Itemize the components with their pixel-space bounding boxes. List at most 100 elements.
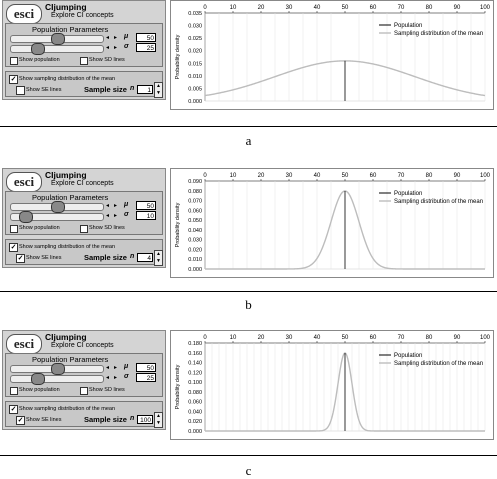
mu-slider[interactable]: [10, 363, 104, 375]
show-sd-lines-checkbox[interactable]: [80, 225, 88, 233]
legend-population-label: Population: [394, 191, 422, 197]
x-tick-label: 70: [398, 5, 405, 11]
y-tick-label: 0.080: [188, 189, 202, 195]
n-symbol: n: [130, 85, 135, 92]
sample-size-spinner[interactable]: ▲ ▼: [154, 250, 163, 266]
control-panel: esci CIjumping Explore CI concepts Populati…: [2, 168, 166, 268]
mu-value-field[interactable]: 50: [136, 363, 156, 372]
sigma-value-field[interactable]: 10: [136, 211, 156, 220]
y-tick-label: 0.060: [188, 400, 202, 406]
sigma-slider[interactable]: [10, 211, 104, 223]
right-arrow-icon[interactable]: ▸: [114, 45, 118, 51]
sample-size-field[interactable]: 1: [137, 85, 153, 94]
sampling-options-group: ✓ Show sampling distribution of the mean S…: [5, 71, 163, 98]
sample-size-label: Sample size: [84, 85, 127, 94]
y-tick-label: 0.005: [188, 86, 202, 92]
left-arrow-icon[interactable]: ◂: [106, 35, 110, 41]
left-arrow-icon[interactable]: ◂: [106, 213, 110, 219]
x-tick-label: 10: [230, 335, 237, 341]
show-se-lines-checkbox[interactable]: ✓: [16, 254, 25, 263]
sampling-options-group: ✓ Show sampling distribution of the mean ✓…: [5, 401, 163, 428]
sample-size-spinner[interactable]: ▲ ▼: [154, 412, 163, 428]
show-se-lines-label: Show SE lines: [26, 255, 62, 261]
y-tick-label: 0.030: [188, 238, 202, 244]
spin-up-icon[interactable]: ▲: [156, 83, 161, 89]
show-sampling-label: Show sampling distribution of the mean: [19, 406, 115, 412]
show-sd-lines-checkbox[interactable]: [80, 57, 88, 65]
y-tick-label: 0.070: [188, 199, 202, 205]
y-tick-label: 0.140: [188, 361, 202, 367]
sigma-slider-thumb[interactable]: [19, 211, 33, 223]
left-arrow-icon[interactable]: ◂: [106, 365, 110, 371]
app-subtitle: Explore CI concepts: [51, 180, 114, 187]
app-name: CIjumping: [45, 332, 87, 342]
x-tick-label: 50: [342, 173, 349, 179]
separator-rule: [0, 126, 497, 127]
x-tick-label: 80: [426, 5, 433, 11]
sigma-symbol: σ: [124, 211, 129, 218]
show-sampling-checkbox[interactable]: ✓: [9, 243, 18, 252]
density-chart: 0 10 20 30 40 50 60 70 80 90 100 0.180 0.160 0.140 0.1…: [170, 330, 494, 440]
mu-slider[interactable]: [10, 33, 104, 45]
left-arrow-icon[interactable]: ◂: [106, 45, 110, 51]
spin-down-icon[interactable]: ▼: [156, 90, 161, 96]
spin-up-icon[interactable]: ▲: [156, 413, 161, 419]
panel-b: esci CIjumping Explore CI concepts Populati…: [0, 168, 497, 280]
x-tick-label: 90: [454, 5, 461, 11]
show-population-checkbox[interactable]: [10, 57, 18, 65]
x-tick-label: 20: [258, 5, 265, 11]
sigma-slider[interactable]: [10, 373, 104, 385]
show-se-lines-checkbox[interactable]: [16, 86, 25, 95]
mu-symbol: μ: [124, 201, 129, 208]
mu-slider[interactable]: [10, 201, 104, 213]
right-arrow-icon[interactable]: ▸: [114, 365, 118, 371]
mu-slider-thumb[interactable]: [51, 33, 65, 45]
right-arrow-icon[interactable]: ▸: [114, 203, 118, 209]
sigma-value-field[interactable]: 25: [136, 373, 156, 382]
mu-slider-thumb[interactable]: [51, 201, 65, 213]
right-arrow-icon[interactable]: ▸: [114, 35, 118, 41]
show-se-lines-checkbox[interactable]: ✓: [16, 416, 25, 425]
x-tick-label: 0: [203, 335, 207, 341]
show-se-lines-label: Show SE lines: [26, 417, 62, 423]
show-population-checkbox[interactable]: [10, 387, 18, 395]
left-arrow-icon[interactable]: ◂: [106, 203, 110, 209]
y-tick-label: 0.025: [188, 36, 202, 42]
x-tick-label: 0: [203, 173, 207, 179]
spin-up-icon[interactable]: ▲: [156, 251, 161, 257]
show-sd-lines-checkbox[interactable]: [80, 387, 88, 395]
y-tick-label: 0.090: [188, 179, 202, 185]
y-tick-label: 0.120: [188, 370, 202, 376]
right-arrow-icon[interactable]: ▸: [114, 213, 118, 219]
show-sampling-checkbox[interactable]: ✓: [9, 405, 18, 414]
spin-down-icon[interactable]: ▼: [156, 258, 161, 264]
x-tick-label: 70: [398, 335, 405, 341]
sigma-value-field[interactable]: 25: [136, 43, 156, 52]
sigma-slider-thumb[interactable]: [31, 373, 45, 385]
mu-value-field[interactable]: 50: [136, 201, 156, 210]
control-panel: esci CIjumping Explore CI concepts Populati…: [2, 0, 166, 100]
x-tick-label: 80: [426, 335, 433, 341]
sampling-distribution-curve: [205, 190, 485, 270]
show-sampling-checkbox[interactable]: ✓: [9, 75, 18, 84]
sample-size-spinner[interactable]: ▲ ▼: [154, 82, 163, 98]
esci-logo: esci: [6, 334, 42, 354]
sigma-slider[interactable]: [10, 43, 104, 55]
population-parameters-title: Population Parameters: [32, 25, 109, 34]
x-tick-label: 20: [258, 173, 265, 179]
spin-down-icon[interactable]: ▼: [156, 420, 161, 426]
x-tick-label: 20: [258, 335, 265, 341]
y-tick-label: 0.010: [188, 257, 202, 263]
mu-slider-thumb[interactable]: [51, 363, 65, 375]
mu-symbol: μ: [124, 33, 129, 40]
y-tick-label: 0.080: [188, 390, 202, 396]
mu-value-field[interactable]: 50: [136, 33, 156, 42]
right-arrow-icon[interactable]: ▸: [114, 375, 118, 381]
show-population-checkbox[interactable]: [10, 225, 18, 233]
legend-sampling-label: Sampling distribution of the mean: [394, 199, 483, 205]
sample-size-field[interactable]: 100: [137, 415, 153, 424]
left-arrow-icon[interactable]: ◂: [106, 375, 110, 381]
panel-caption: a: [245, 133, 252, 148]
sample-size-field[interactable]: 4: [137, 253, 153, 262]
sigma-slider-thumb[interactable]: [31, 43, 45, 55]
